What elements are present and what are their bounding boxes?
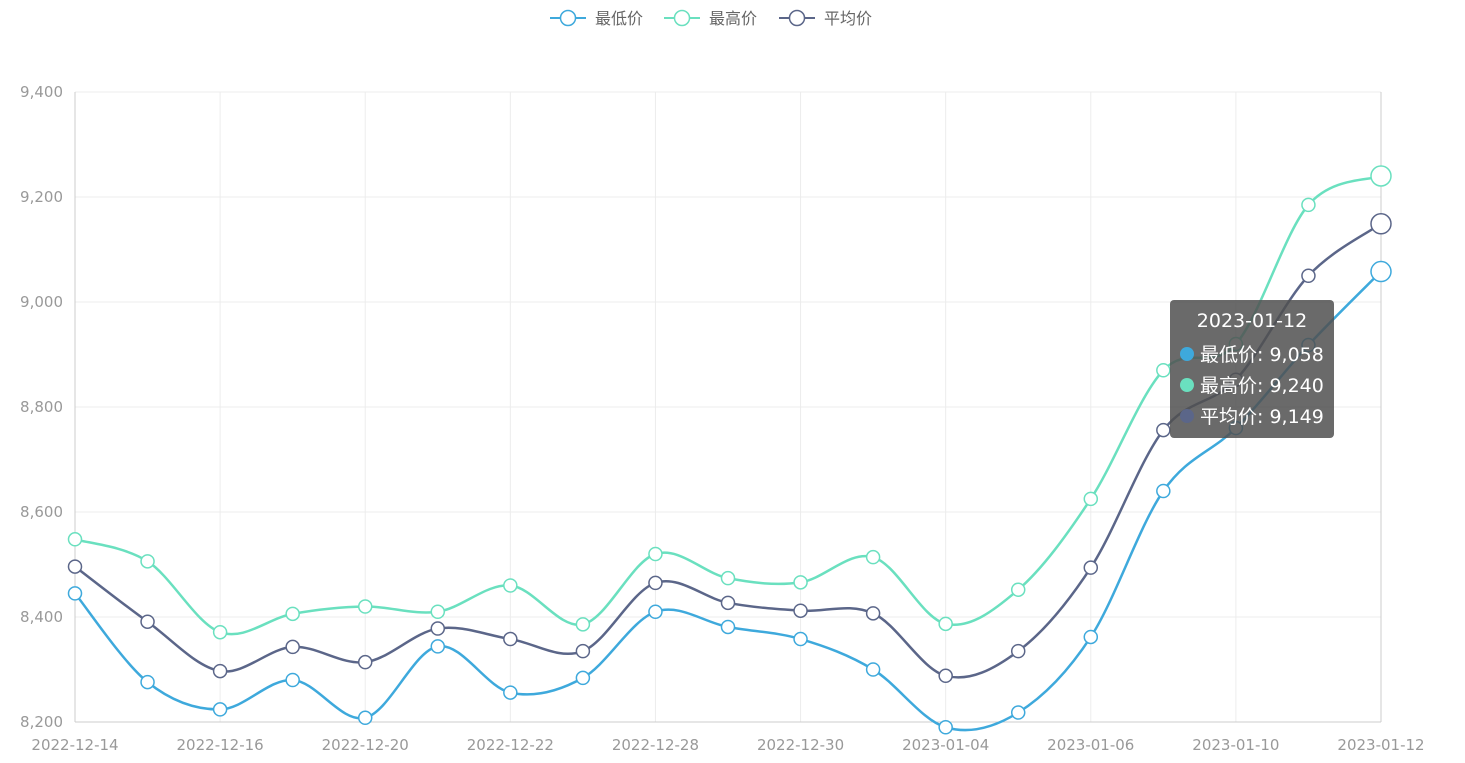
- x-tick-label: 2023-01-04: [902, 736, 989, 754]
- data-point[interactable]: [575, 670, 591, 686]
- y-tick-label: 9,000: [20, 293, 63, 311]
- data-point[interactable]: [865, 549, 881, 565]
- data-point[interactable]: [648, 575, 663, 591]
- x-tick-label: 2022-12-22: [467, 736, 554, 754]
- tooltip-dot-high: [1180, 377, 1194, 392]
- data-point[interactable]: [865, 662, 881, 677]
- data-point[interactable]: [1010, 643, 1026, 659]
- legend-circle-icon: [559, 9, 577, 27]
- data-point[interactable]: [793, 575, 808, 590]
- data-point[interactable]: [793, 603, 808, 618]
- data-point[interactable]: [720, 570, 736, 586]
- data-point[interactable]: [430, 621, 446, 636]
- tooltip-label-avg: 平均价: 9,149: [1200, 406, 1324, 428]
- data-point[interactable]: [938, 720, 953, 735]
- tooltip-row-high: 最高价: 9,240: [1180, 369, 1324, 400]
- data-point[interactable]: [357, 654, 373, 670]
- tooltip-row-avg: 平均价: 9,149: [1180, 400, 1324, 431]
- data-point[interactable]: [720, 619, 736, 635]
- data-point[interactable]: [285, 672, 300, 688]
- legend-label: 最高价: [709, 9, 757, 28]
- tooltip-row-low: 最低价: 9,058: [1180, 338, 1324, 369]
- data-point[interactable]: [212, 663, 228, 679]
- data-point[interactable]: [1083, 629, 1099, 645]
- data-point[interactable]: [430, 639, 446, 654]
- tooltip-label-high: 最高价: 9,240: [1200, 375, 1324, 397]
- data-point[interactable]: [865, 606, 881, 621]
- data-point[interactable]: [503, 578, 518, 593]
- data-point[interactable]: [212, 702, 228, 717]
- data-point[interactable]: [67, 559, 83, 574]
- data-point[interactable]: [67, 532, 83, 547]
- x-tick-label: 2022-12-14: [31, 736, 118, 754]
- data-point[interactable]: [357, 710, 373, 726]
- x-tick-label: 2022-12-16: [177, 736, 264, 754]
- data-point[interactable]: [503, 685, 518, 700]
- series-high: [67, 165, 1392, 640]
- data-point[interactable]: [720, 595, 736, 611]
- y-tick-label: 8,600: [20, 503, 63, 521]
- data-point[interactable]: [648, 604, 663, 619]
- legend-circle-icon: [788, 9, 806, 27]
- data-point[interactable]: [1156, 422, 1171, 438]
- tooltip: 2023-01-12 最低价: 9,058 最高价: 9,240 平均价: 9,…: [1170, 300, 1334, 438]
- data-point[interactable]: [503, 631, 518, 647]
- legend-circle-icon: [673, 9, 691, 27]
- data-point[interactable]: [1370, 213, 1392, 235]
- tooltip-dot-avg: [1180, 408, 1194, 423]
- legend-item-high[interactable]: 最高价: [664, 9, 757, 28]
- data-point[interactable]: [67, 586, 83, 601]
- tooltip-dot-low: [1180, 346, 1194, 361]
- data-point[interactable]: [1370, 165, 1392, 187]
- series-avg: [67, 213, 1392, 684]
- data-point[interactable]: [1010, 705, 1026, 720]
- data-point[interactable]: [1083, 560, 1099, 575]
- data-point[interactable]: [938, 668, 953, 684]
- x-tick-label: 2023-01-12: [1337, 736, 1424, 754]
- tooltip-label-low: 最低价: 9,058: [1200, 344, 1324, 366]
- legend-label: 平均价: [824, 9, 872, 28]
- legend-item-low[interactable]: 最低价: [550, 9, 643, 28]
- data-point[interactable]: [1370, 260, 1392, 283]
- legend-item-avg[interactable]: 平均价: [779, 9, 872, 28]
- data-point[interactable]: [575, 617, 591, 632]
- x-tick-label: 2022-12-30: [757, 736, 844, 754]
- tooltip-title: 2023-01-12: [1196, 310, 1308, 332]
- data-point[interactable]: [285, 639, 300, 655]
- x-tick-label: 2022-12-28: [612, 736, 699, 754]
- y-tick-label: 8,200: [20, 713, 63, 731]
- x-tick-label: 2023-01-10: [1192, 736, 1279, 754]
- axis-layer: 9,400 9,200 9,000 8,800 8,600 8,400 8,200 2022-…: [20, 83, 1425, 754]
- data-point[interactable]: [285, 606, 300, 622]
- data-point[interactable]: [1083, 491, 1099, 507]
- data-point[interactable]: [1301, 268, 1316, 283]
- x-tick-label: 2023-01-06: [1047, 736, 1134, 754]
- data-point[interactable]: [1156, 483, 1171, 499]
- y-tick-label: 8,400: [20, 608, 63, 626]
- series-layer: [67, 165, 1392, 735]
- legend-label: 最低价: [595, 9, 643, 28]
- data-point[interactable]: [648, 546, 663, 562]
- y-tick-label: 9,200: [20, 188, 63, 206]
- data-point[interactable]: [1301, 197, 1316, 213]
- data-point[interactable]: [357, 599, 373, 614]
- data-point[interactable]: [140, 674, 155, 690]
- y-tick-label: 8,800: [20, 398, 63, 416]
- data-point[interactable]: [140, 614, 155, 629]
- data-point[interactable]: [575, 643, 591, 659]
- legend[interactable]: 最低价 最高价 平均价: [550, 9, 872, 28]
- data-point[interactable]: [1010, 582, 1026, 597]
- data-point[interactable]: [938, 616, 953, 632]
- data-point[interactable]: [140, 554, 155, 569]
- data-point[interactable]: [212, 624, 228, 640]
- data-point[interactable]: [430, 604, 446, 619]
- data-point[interactable]: [1156, 363, 1171, 378]
- data-point[interactable]: [793, 631, 808, 647]
- x-tick-label: 2022-12-20: [322, 736, 409, 754]
- y-tick-label: 9,400: [20, 83, 63, 101]
